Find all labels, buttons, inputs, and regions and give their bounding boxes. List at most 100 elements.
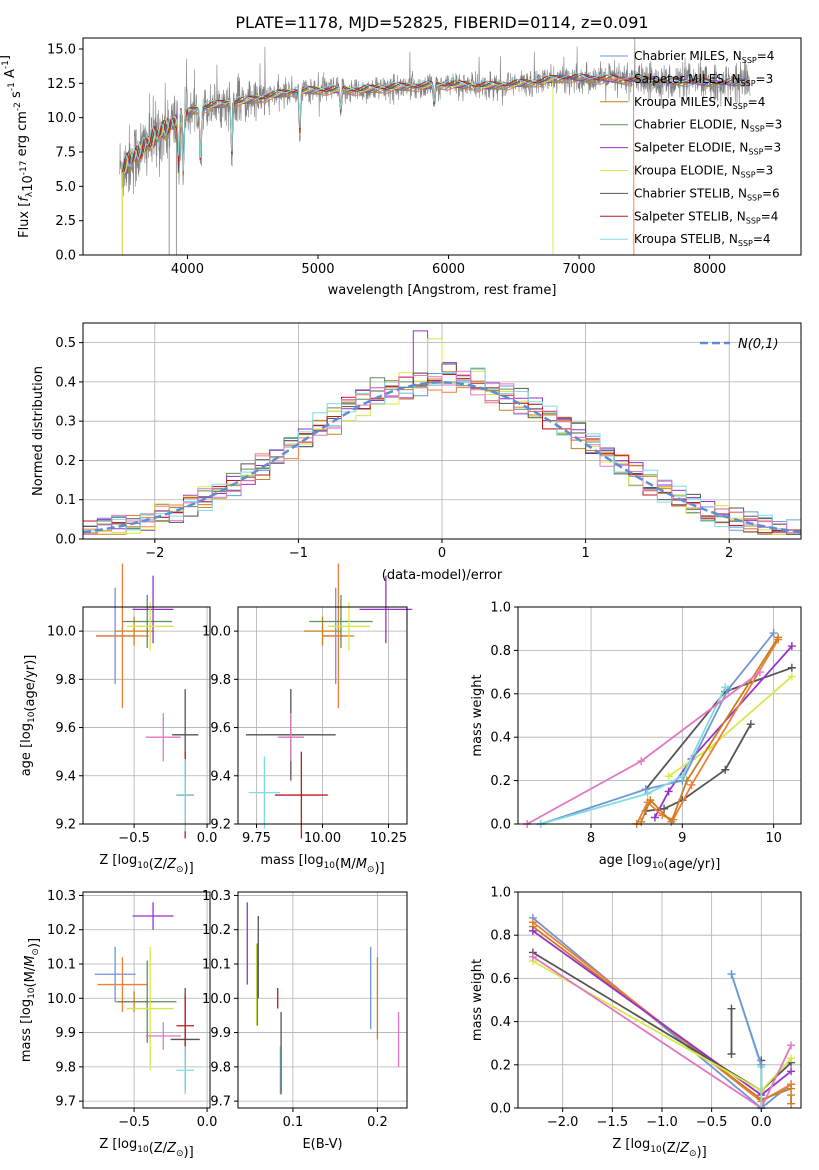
y-tick-label: 9.4 xyxy=(210,769,231,784)
y-tick-label: 15.0 xyxy=(47,42,76,57)
y-tick-label: 0.2 xyxy=(490,1058,511,1073)
plot-area xyxy=(119,37,751,256)
weight-marker xyxy=(646,796,655,805)
y-tick-label: 9.6 xyxy=(210,721,231,736)
x-axis-label: age [log10(age/yr)] xyxy=(599,853,721,872)
legend-label: Salpeter STELIB, NSSP=4 xyxy=(634,209,778,225)
weight-marker xyxy=(787,1099,796,1108)
y-tick-label: 0.0 xyxy=(490,1102,511,1117)
weight-marker xyxy=(787,672,796,681)
x-tick-label: 10.25 xyxy=(370,831,407,846)
x-tick-label: −0.5 xyxy=(118,1115,150,1130)
weight-marker xyxy=(678,772,687,781)
y-tick-label: 10.1 xyxy=(47,958,76,973)
weight-marker xyxy=(528,926,537,935)
weight-marker xyxy=(721,683,730,692)
weight-marker xyxy=(650,813,659,822)
weight-marker xyxy=(787,663,796,672)
y-tick-label: 10.3 xyxy=(47,889,76,904)
y-tick-label: 0.2 xyxy=(55,454,76,469)
axes: −0.5 0.0 9.2 9.4 9.6 9.8 10.0 Z [log10(Z/Z⊙)] ag… xyxy=(19,606,218,876)
x-tick-label: −0.5 xyxy=(696,1115,728,1130)
x-tick-label: 0.0 xyxy=(197,1115,218,1130)
weight-line xyxy=(540,632,775,825)
y-tick-label: 10.0 xyxy=(47,992,76,1007)
axes-frame xyxy=(237,891,408,1109)
weight-marker xyxy=(787,1091,796,1100)
y-tick-label: 9.2 xyxy=(210,818,231,833)
y-axis-label: Normed distribution xyxy=(31,366,46,496)
y-tick-label: 9.2 xyxy=(55,818,76,833)
x-axis-label: Z [log10(Z/Z⊙)] xyxy=(99,1137,193,1160)
y-tick-label: 12.5 xyxy=(47,77,76,92)
model-spectrum xyxy=(121,78,635,256)
weight-marker xyxy=(787,1067,796,1076)
x-tick-label: 9.75 xyxy=(242,831,271,846)
y-tick-label: 1.0 xyxy=(490,886,511,901)
axes-frame xyxy=(517,891,802,1109)
x-tick-label: 6000 xyxy=(432,262,465,277)
plot-area xyxy=(82,330,802,535)
plot-area xyxy=(94,902,200,1095)
weight-marker xyxy=(664,772,673,781)
y-tick-label: 0.6 xyxy=(490,687,511,702)
model-spectrum xyxy=(121,72,750,171)
x-tick-label: 5000 xyxy=(301,262,334,277)
y-tick-label: 9.6 xyxy=(55,721,76,736)
panel-3: 9.75 10.00 10.25 9.2 9.4 9.6 9.8 10.0 mass [log1… xyxy=(202,563,413,876)
y-tick-label: 9.9 xyxy=(210,1026,231,1041)
x-tick-label: 10.00 xyxy=(304,831,341,846)
weight-marker xyxy=(660,804,669,813)
axes-frame xyxy=(82,891,211,1109)
y-tick-label: 10.0 xyxy=(202,625,231,640)
x-axis-label: Z [log10(Z/Z⊙)] xyxy=(99,853,193,876)
weight-marker xyxy=(774,633,783,642)
y-tick-label: 2.5 xyxy=(55,214,76,229)
x-tick-label: −2.0 xyxy=(547,1115,579,1130)
y-tick-label: 9.7 xyxy=(55,1095,76,1110)
y-axis-label: Flux [fλ10-17 erg cm-2 s-1 A-1] xyxy=(0,55,36,238)
chart-title: PLATE=1178, MJD=52825, FIBERID=0114, z=0… xyxy=(235,13,648,32)
y-tick-label: 0.4 xyxy=(55,375,76,390)
axes: −2 −1 0 1 2 0.0 0.1 0.2 0.3 0.4 0.5 N(0,1) (data-mod… xyxy=(31,322,802,583)
y-tick-label: 10.0 xyxy=(47,111,76,126)
y-tick-label: 0.8 xyxy=(490,644,511,659)
panel-2: −0.5 0.0 9.2 9.4 9.6 9.8 10.0 Z [log10(Z/Z⊙)] ag… xyxy=(19,563,218,876)
axes: −2.0 −1.5 −1.0 −0.5 0.0 0.0 0.2 0.4 0.6 0.8 1.0 Z [… xyxy=(470,886,802,1160)
axes: 8 9 10 0.0 0.2 0.4 0.6 0.8 1.0 age [log10(age/yr)… xyxy=(470,601,802,872)
y-tick-label: 0.4 xyxy=(490,731,511,746)
weight-marker xyxy=(721,765,730,774)
y-tick-label: 10.1 xyxy=(202,958,231,973)
weight-marker xyxy=(727,970,736,979)
x-tick-label: −1.5 xyxy=(597,1115,629,1130)
legend: Chabrier MILES, NSSP=4 Salpeter MILES, NS… xyxy=(600,49,782,248)
x-tick-label: 0.0 xyxy=(751,1115,772,1130)
y-tick-label: 0.4 xyxy=(490,1015,511,1030)
panel-0: 4000 5000 6000 7000 8000 0.0 2.5 5.0 7.5 10.0 12.5… xyxy=(0,37,802,298)
y-tick-label: 10.0 xyxy=(202,992,231,1007)
legend-label: Kroupa STELIB, NSSP=4 xyxy=(634,232,771,248)
x-tick-label: 9 xyxy=(678,831,686,846)
axes-frame xyxy=(517,606,802,825)
x-axis-label: wavelength [Angstrom, rest frame] xyxy=(328,283,557,298)
y-tick-label: 1.0 xyxy=(490,601,511,616)
y-tick-label: 10.2 xyxy=(47,923,76,938)
y-tick-label: 0.0 xyxy=(55,249,76,264)
y-tick-label: 5.0 xyxy=(55,180,76,195)
weight-marker xyxy=(727,1004,736,1013)
y-tick-label: 9.9 xyxy=(55,1026,76,1041)
weight-marker xyxy=(727,1050,736,1058)
x-tick-label: −1.0 xyxy=(646,1115,678,1130)
x-tick-label: −2 xyxy=(145,546,164,561)
panel-1: −2 −1 0 1 2 0.0 0.1 0.2 0.3 0.4 0.5 N(0,1) (data-mod… xyxy=(31,322,802,583)
x-tick-label: 4000 xyxy=(171,262,204,277)
x-tick-label: 1 xyxy=(581,546,589,561)
axes-frame xyxy=(82,606,211,825)
y-tick-label: 9.8 xyxy=(55,673,76,688)
x-tick-label: 0.0 xyxy=(197,831,218,846)
axes: 9.75 10.00 10.25 9.2 9.4 9.6 9.8 10.0 mass [log1… xyxy=(202,606,408,876)
legend-label: Salpeter ELODIE, NSSP=3 xyxy=(634,141,781,157)
y-tick-label: 0.3 xyxy=(55,415,76,430)
y-tick-label: 9.8 xyxy=(210,673,231,688)
